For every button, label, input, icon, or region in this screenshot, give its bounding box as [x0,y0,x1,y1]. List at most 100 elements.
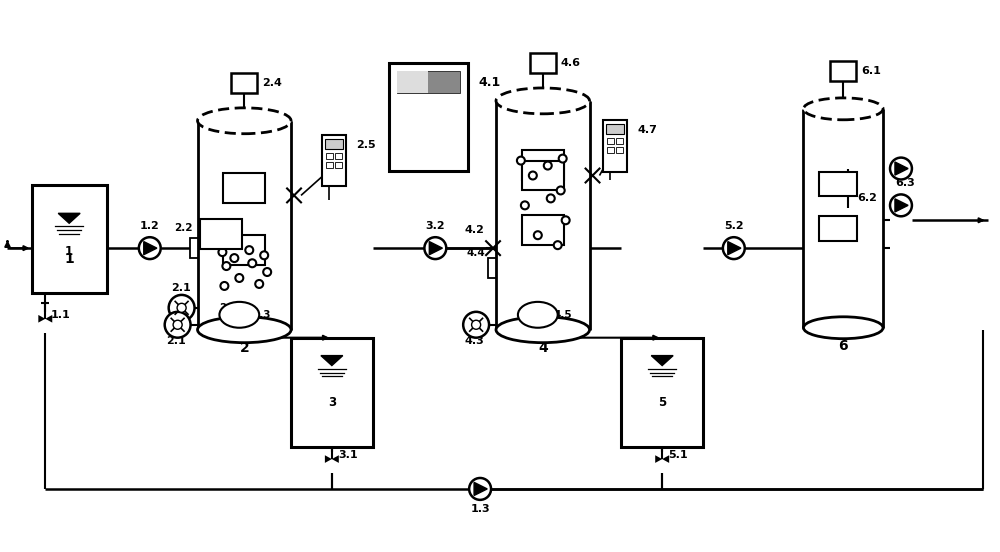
Circle shape [890,194,912,216]
Bar [326,162,333,168]
Text: 5: 5 [658,396,666,409]
Ellipse shape [219,302,259,328]
Circle shape [529,172,537,179]
Text: 5.1: 5.1 [668,450,688,460]
Circle shape [557,187,565,194]
Text: 2.4: 2.4 [262,78,282,88]
Ellipse shape [198,108,291,134]
Polygon shape [332,455,339,463]
Polygon shape [655,455,662,463]
Bar [607,147,614,152]
Ellipse shape [803,317,883,339]
Bar [616,137,623,144]
Ellipse shape [198,317,291,343]
Circle shape [562,216,570,224]
Circle shape [235,274,243,282]
Bar [607,137,614,144]
Circle shape [222,262,230,270]
Text: 4.2: 4.2 [464,225,484,235]
Text: 4.3: 4.3 [464,336,484,346]
Circle shape [165,312,191,338]
Circle shape [139,237,161,259]
Polygon shape [728,242,741,254]
Circle shape [723,237,745,259]
Text: 4.6: 4.6 [561,58,581,68]
Bar [325,139,343,148]
Circle shape [463,312,489,338]
Ellipse shape [496,317,590,343]
Circle shape [169,295,195,321]
Circle shape [173,320,182,330]
Circle shape [263,268,271,276]
Text: 3: 3 [328,396,336,409]
Text: 1.1: 1.1 [50,310,70,320]
Text: 4.1: 4.1 [478,77,500,89]
Circle shape [472,320,481,330]
Text: 6.3: 6.3 [895,178,915,188]
Bar [389,63,468,171]
Bar [621,338,703,447]
Bar [397,71,428,93]
Bar [32,185,107,293]
Circle shape [248,259,256,267]
Ellipse shape [803,98,883,120]
Circle shape [554,241,562,249]
Bar [397,71,460,93]
Circle shape [230,254,238,262]
Circle shape [255,280,263,288]
Polygon shape [651,355,673,365]
Polygon shape [895,162,908,175]
Text: 3.1: 3.1 [338,450,358,460]
Text: 6: 6 [838,338,848,353]
Text: 2.3: 2.3 [219,303,238,313]
Polygon shape [662,455,669,463]
Circle shape [245,246,253,254]
Text: 3.2: 3.2 [426,221,445,231]
Text: 4.4: 4.4 [467,248,485,258]
Ellipse shape [518,302,558,328]
Bar [326,152,333,158]
Bar [335,152,342,158]
Bar [223,235,265,266]
Text: 2.5: 2.5 [356,140,375,150]
Polygon shape [321,355,343,365]
Text: 1.3: 1.3 [470,504,490,514]
Circle shape [559,155,567,163]
Text: 4.7: 4.7 [637,125,657,135]
Text: 4.5: 4.5 [553,310,572,320]
Bar [819,216,857,241]
Bar [291,338,373,447]
Polygon shape [474,482,487,496]
Circle shape [469,478,491,500]
Bar [603,120,627,172]
Circle shape [890,158,912,179]
Bar [830,61,856,81]
Bar [522,215,564,245]
Circle shape [521,201,529,209]
Polygon shape [58,213,80,223]
Polygon shape [895,199,908,212]
Circle shape [547,194,555,203]
Text: 2.2: 2.2 [174,223,193,233]
Bar [530,53,556,73]
Circle shape [177,303,186,312]
Polygon shape [429,242,442,254]
Text: 2.3: 2.3 [252,310,270,320]
Text: 2: 2 [239,341,249,354]
Bar [616,147,623,152]
Text: 6.1: 6.1 [861,66,881,76]
Text: 2.1: 2.1 [166,336,186,346]
Text: 4: 4 [538,341,548,354]
Circle shape [534,231,542,239]
Circle shape [517,157,525,164]
Bar [522,161,564,190]
Circle shape [544,162,552,169]
Circle shape [260,251,268,259]
Bar [190,238,198,258]
Bar [606,124,624,134]
Text: 1: 1 [64,252,74,266]
Bar [522,150,564,180]
Text: 5.2: 5.2 [724,221,744,231]
Bar [200,219,242,248]
Bar [231,73,257,93]
